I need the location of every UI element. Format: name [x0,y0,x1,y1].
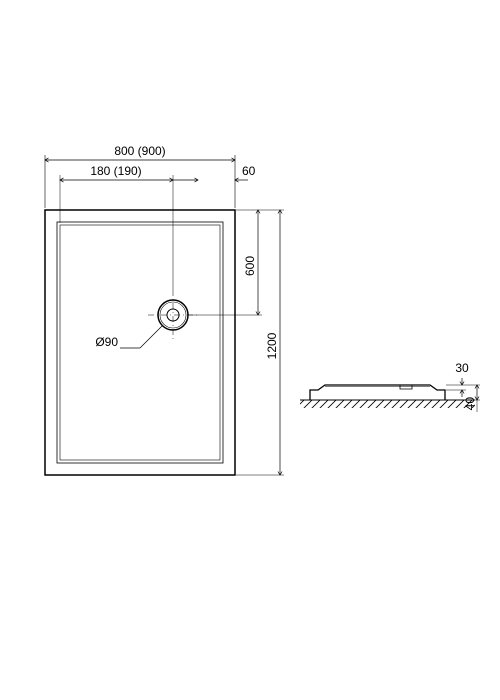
dim-side-top: 30 [455,361,469,375]
dim-drain-diameter: Ø90 [95,335,118,349]
dim-width-inner: 180 (190) [90,164,141,178]
top-view: Ø90 800 (900) 180 (190) 60 600 1200 [45,144,284,475]
dim-height-full: 1200 [265,332,279,359]
dim-offset-right: 60 [242,164,256,178]
technical-drawing: Ø90 800 (900) 180 (190) 60 600 1200 [0,0,500,700]
dim-width-outer: 800 (900) [114,144,165,158]
side-view: 30 40 [300,361,480,412]
dim-side-full: 40 [463,397,477,411]
dim-height-top: 600 [243,256,257,276]
